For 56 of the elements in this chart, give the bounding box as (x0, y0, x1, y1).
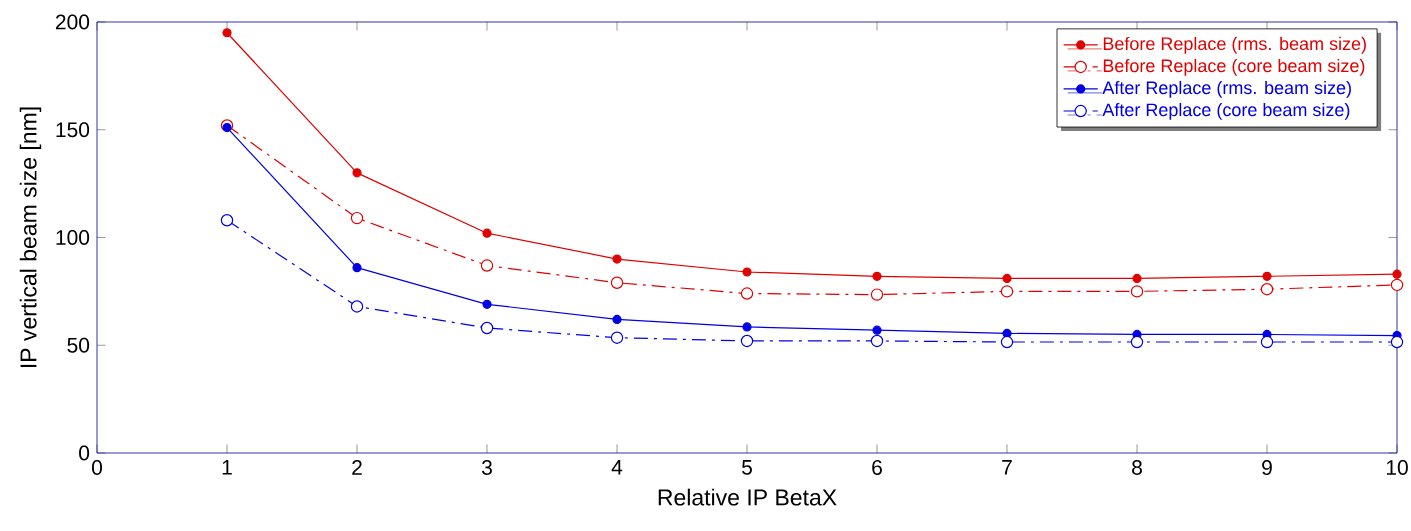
point (352, 168, 362, 178)
x-tick-label: 4 (611, 460, 623, 475)
legend-label: Before Replace (core beam size) (1103, 58, 1365, 76)
y-tick-label: 100 (56, 230, 90, 245)
point (1260, 283, 1274, 296)
point (610, 276, 624, 289)
x-tick-label: 0 (91, 460, 103, 475)
point (740, 334, 754, 348)
x-tick-label: 3 (481, 460, 492, 475)
point (1002, 273, 1012, 284)
point (1390, 278, 1404, 292)
x-tick-label: 1 (222, 460, 232, 475)
point (612, 254, 622, 264)
point (742, 267, 752, 277)
x-tick-label: 5 (742, 460, 752, 475)
point (350, 211, 364, 225)
point (742, 322, 752, 332)
point (1000, 335, 1014, 349)
x-tick-label: 10 (1386, 460, 1408, 475)
x-tick-label: 7 (1002, 460, 1012, 475)
point (1262, 271, 1272, 281)
x-tick-label: 8 (1132, 460, 1142, 475)
x-tick-label: 6 (872, 460, 882, 475)
point (482, 299, 492, 309)
point (1132, 273, 1142, 284)
legend-label: After Replace (core beam size) (1102, 102, 1350, 120)
point (610, 331, 624, 344)
x-tick-label: 2 (352, 460, 362, 475)
point (1130, 285, 1144, 298)
y-tick-label: 200 (55, 14, 90, 30)
point (872, 271, 882, 281)
point (220, 214, 234, 227)
point (1000, 285, 1014, 298)
y-tick-label: 50 (67, 337, 90, 353)
point (870, 334, 884, 348)
point (870, 288, 884, 301)
point (740, 287, 754, 300)
point (612, 314, 622, 324)
point (222, 28, 232, 38)
y-tick-label: 0 (79, 445, 90, 461)
point (352, 263, 362, 273)
legend-label: After Replace (rms. beam size) (1102, 80, 1351, 98)
point (480, 321, 494, 335)
point (1392, 269, 1402, 279)
y-tick-label: 150 (56, 122, 90, 138)
point (350, 300, 364, 313)
point (1260, 335, 1274, 349)
legend-label: Before Replace (rms. beam size) (1103, 36, 1366, 54)
x-axis-title: Relative IP BetaX (658, 488, 837, 506)
y-axis-title: IP vertical beam size [nm] (19, 107, 42, 368)
x-tick-label: 9 (1262, 460, 1272, 475)
point (1390, 335, 1404, 349)
point (482, 228, 492, 238)
point (1130, 335, 1144, 349)
point (872, 325, 882, 335)
point (480, 259, 494, 272)
